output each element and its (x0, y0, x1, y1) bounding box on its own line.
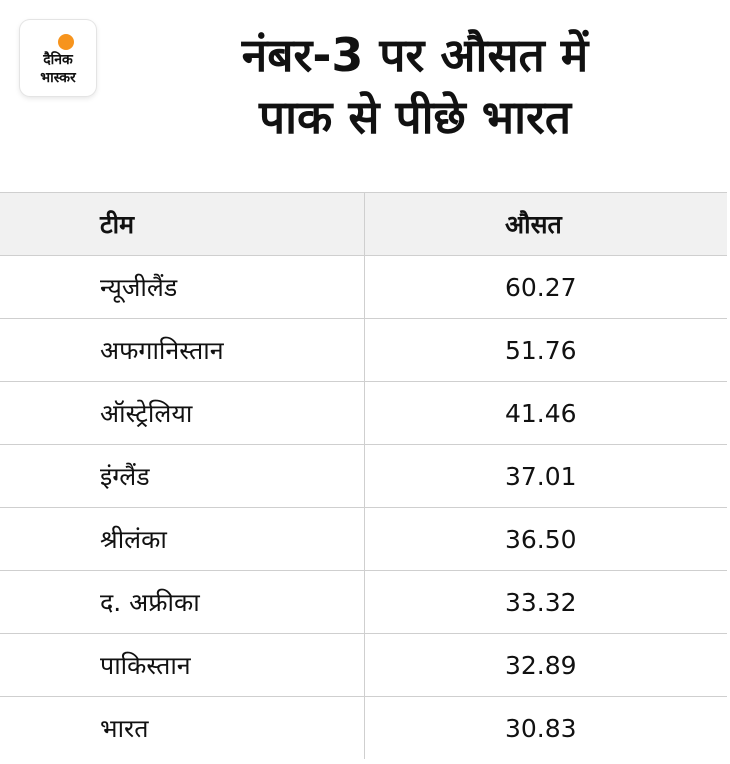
table-row: न्यूजीलैंड 60.27 (0, 255, 727, 319)
table-row: द. अफ्रीका 33.32 (0, 570, 727, 634)
table-row: इंग्लैंड 37.01 (0, 444, 727, 508)
logo-word-1: दैनिक (43, 52, 73, 68)
average-table: टीम औसत न्यूजीलैंड 60.27 अफगानिस्तान 51.… (0, 192, 727, 759)
title-line-1: नंबर-3 पर औसत में (241, 28, 589, 82)
team-cell: भारत (0, 696, 365, 759)
average-cell: 32.89 (364, 633, 727, 697)
table-row: भारत 30.83 (0, 696, 727, 759)
team-cell: अफगानिस्तान (0, 318, 365, 382)
column-header-team: टीम (0, 192, 365, 256)
title-line-2: पाक से पीछे भारत (258, 90, 572, 144)
sun-icon (58, 34, 74, 50)
table-row: अफगानिस्तान 51.76 (0, 318, 727, 382)
team-cell: द. अफ्रीका (0, 570, 365, 634)
team-cell: न्यूजीलैंड (0, 255, 365, 319)
average-cell: 37.01 (364, 444, 727, 508)
column-header-average: औसत (364, 192, 727, 256)
average-cell: 30.83 (505, 713, 577, 743)
page-title: नंबर-3 पर औसत में पाक से पीछे भारत (120, 24, 710, 148)
table-row: ऑस्ट्रेलिया 41.46 (0, 381, 727, 445)
average-cell: 41.46 (364, 381, 727, 445)
team-cell: इंग्लैंड (0, 444, 365, 508)
dainik-bhaskar-logo[interactable]: दैनिक भास्कर (20, 20, 96, 96)
team-cell: ऑस्ट्रेलिया (0, 381, 365, 445)
team-cell: पाकिस्तान (0, 633, 365, 697)
average-cell: 36.50 (364, 507, 727, 571)
table-header-row: टीम औसत (0, 192, 727, 256)
logo-word-2: भास्कर (40, 70, 76, 86)
average-cell: 33.32 (364, 570, 727, 634)
table-row: श्रीलंका 36.50 (0, 507, 727, 571)
team-cell: श्रीलंका (0, 507, 365, 571)
table-row: पाकिस्तान 32.89 (0, 633, 727, 697)
average-cell: 51.76 (364, 318, 727, 382)
average-cell: 60.27 (364, 255, 727, 319)
